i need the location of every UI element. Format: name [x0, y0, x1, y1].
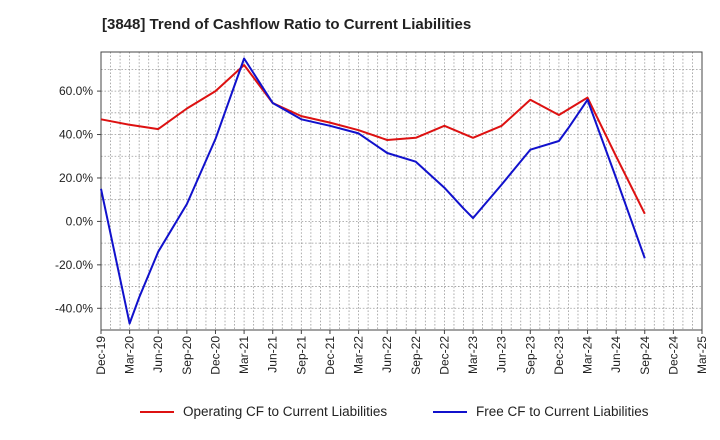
x-tick-label: Jun-23 [495, 336, 509, 373]
x-tick-label: Mar-20 [123, 336, 137, 374]
chart-title: [3848] Trend of Cashflow Ratio to Curren… [102, 16, 472, 33]
x-tick-label: Mar-25 [695, 336, 709, 374]
x-tick-label: Sep-20 [180, 336, 194, 375]
x-tick-label: Mar-22 [352, 336, 366, 374]
x-tick-label: Jun-20 [151, 336, 165, 373]
x-tick-label: Jun-24 [609, 336, 623, 373]
y-tick-label: 40.0% [59, 128, 93, 142]
series-line-1 [100, 64, 646, 215]
x-tick-label: Jun-22 [380, 336, 394, 373]
plot-area [101, 52, 702, 330]
x-tick-label: Sep-21 [294, 336, 308, 375]
y-tick-label: 0.0% [66, 214, 94, 228]
y-tick-label: 60.0% [59, 84, 93, 98]
x-tick-label: Mar-21 [237, 336, 251, 374]
x-tick-label: Dec-20 [208, 336, 222, 375]
x-tick-label: Mar-23 [466, 336, 480, 374]
x-tick-label: Sep-24 [638, 336, 652, 375]
legend-swatch [433, 410, 467, 413]
x-tick-label: Dec-23 [552, 336, 566, 375]
x-tick-label: Dec-21 [323, 336, 337, 375]
x-tick-label: Dec-24 [666, 336, 680, 375]
legend-swatch [140, 410, 174, 413]
y-tick-label: -40.0% [55, 301, 93, 315]
legend-item-2: Free CF to Current Liabilities [433, 404, 649, 419]
x-tick-label: Mar-24 [581, 336, 595, 374]
legend-label: Free CF to Current Liabilities [476, 404, 649, 419]
x-tick-label: Dec-19 [94, 336, 108, 375]
y-tick-label: -20.0% [55, 258, 93, 272]
legend-item-1: Operating CF to Current Liabilities [140, 404, 387, 419]
x-tick-label: Dec-22 [437, 336, 451, 375]
y-tick-label: 20.0% [59, 171, 93, 185]
chart-legend: Operating CF to Current Liabilities Free … [0, 404, 720, 426]
x-tick-label: Sep-23 [523, 336, 537, 375]
legend-label: Operating CF to Current Liabilities [183, 404, 388, 419]
x-tick-label: Sep-22 [409, 336, 423, 375]
series-line-2 [100, 57, 646, 325]
x-tick-label: Jun-21 [266, 336, 280, 373]
